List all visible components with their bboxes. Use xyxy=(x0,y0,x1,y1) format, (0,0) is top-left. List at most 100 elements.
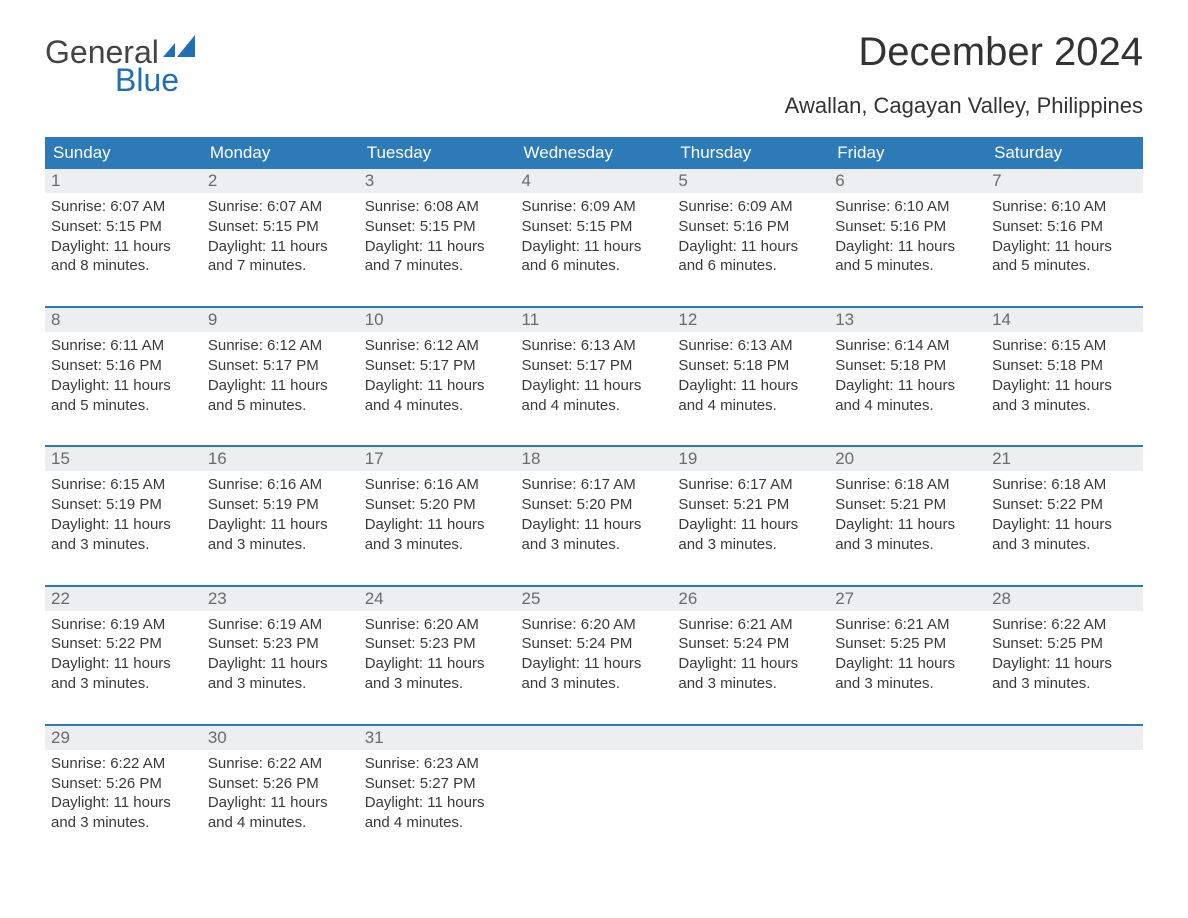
day-number-cell: 4 xyxy=(516,169,673,193)
day-number-cell: 17 xyxy=(359,447,516,471)
day-number-cell: 8 xyxy=(45,308,202,332)
weekday-header-row: Sunday Monday Tuesday Wednesday Thursday… xyxy=(45,137,1143,169)
day-number: 2 xyxy=(208,171,217,190)
col-wednesday: Wednesday xyxy=(516,137,673,169)
day-number: 1 xyxy=(51,171,60,190)
daylight-text-1: Daylight: 11 hours xyxy=(365,654,510,674)
day-number: 29 xyxy=(51,728,70,747)
day-number: 28 xyxy=(992,589,1011,608)
col-friday: Friday xyxy=(829,137,986,169)
sunrise-text: Sunrise: 6:13 AM xyxy=(522,336,667,356)
day-content-row: Sunrise: 6:19 AM Sunset: 5:22 PM Daylight:… xyxy=(45,611,1143,724)
daylight-text-2: and 3 minutes. xyxy=(208,674,353,694)
day-cell: Sunrise: 6:18 AMSunset: 5:22 PMDaylight:… xyxy=(986,471,1143,584)
day-number: 6 xyxy=(835,171,844,190)
daylight-text-2: and 3 minutes. xyxy=(835,674,980,694)
day-number-cell: 1 xyxy=(45,169,202,193)
day-cell: Sunrise: 6:22 AMSunset: 5:26 PMDaylight:… xyxy=(202,750,359,863)
day-cell: Sunrise: 6:15 AMSunset: 5:18 PMDaylight:… xyxy=(986,332,1143,445)
day-number: 22 xyxy=(51,589,70,608)
sunrise-text: Sunrise: 6:18 AM xyxy=(835,475,980,495)
day-number-cell: 11 xyxy=(516,308,673,332)
day-number: 17 xyxy=(365,449,384,468)
sunrise-text: Sunrise: 6:10 AM xyxy=(992,197,1137,217)
day-number: 31 xyxy=(365,728,384,747)
daylight-text-2: and 3 minutes. xyxy=(678,674,823,694)
daylight-text-1: Daylight: 11 hours xyxy=(522,515,667,535)
sunset-text: Sunset: 5:22 PM xyxy=(51,634,196,654)
day-cell: Sunrise: 6:19 AMSunset: 5:23 PMDaylight:… xyxy=(202,611,359,724)
day-number-row: 293031 xyxy=(45,726,1143,750)
day-number-row: 22232425262728 xyxy=(45,587,1143,611)
day-number: 26 xyxy=(678,589,697,608)
sunrise-text: Sunrise: 6:09 AM xyxy=(678,197,823,217)
col-sunday: Sunday xyxy=(45,137,202,169)
daylight-text-1: Daylight: 11 hours xyxy=(208,793,353,813)
day-cell: Sunrise: 6:16 AMSunset: 5:20 PMDaylight:… xyxy=(359,471,516,584)
sunrise-text: Sunrise: 6:12 AM xyxy=(365,336,510,356)
sunrise-text: Sunrise: 6:16 AM xyxy=(208,475,353,495)
day-number-cell: 31 xyxy=(359,726,516,750)
daylight-text-1: Daylight: 11 hours xyxy=(522,654,667,674)
daylight-text-2: and 6 minutes. xyxy=(678,256,823,276)
day-number: 5 xyxy=(678,171,687,190)
day-cell: Sunrise: 6:13 AMSunset: 5:17 PMDaylight:… xyxy=(516,332,673,445)
logo-word-2: Blue xyxy=(115,64,201,96)
sunset-text: Sunset: 5:18 PM xyxy=(835,356,980,376)
day-number-cell: 25 xyxy=(516,587,673,611)
daylight-text-2: and 3 minutes. xyxy=(522,674,667,694)
sunrise-text: Sunrise: 6:18 AM xyxy=(992,475,1137,495)
daylight-text-1: Daylight: 11 hours xyxy=(522,376,667,396)
sunset-text: Sunset: 5:17 PM xyxy=(522,356,667,376)
sunset-text: Sunset: 5:17 PM xyxy=(365,356,510,376)
sunrise-text: Sunrise: 6:11 AM xyxy=(51,336,196,356)
sunrise-text: Sunrise: 6:22 AM xyxy=(51,754,196,774)
day-cell: Sunrise: 6:17 AMSunset: 5:20 PMDaylight:… xyxy=(516,471,673,584)
daylight-text-1: Daylight: 11 hours xyxy=(522,237,667,257)
daylight-text-2: and 4 minutes. xyxy=(678,396,823,416)
daylight-text-1: Daylight: 11 hours xyxy=(208,376,353,396)
col-saturday: Saturday xyxy=(986,137,1143,169)
sunrise-text: Sunrise: 6:19 AM xyxy=(208,615,353,635)
daylight-text-2: and 3 minutes. xyxy=(678,535,823,555)
daylight-text-2: and 3 minutes. xyxy=(208,535,353,555)
sunset-text: Sunset: 5:26 PM xyxy=(51,774,196,794)
day-cell: Sunrise: 6:15 AMSunset: 5:19 PMDaylight:… xyxy=(45,471,202,584)
day-cell: Sunrise: 6:14 AMSunset: 5:18 PMDaylight:… xyxy=(829,332,986,445)
sunrise-text: Sunrise: 6:23 AM xyxy=(365,754,510,774)
day-number-cell: 16 xyxy=(202,447,359,471)
day-number: 10 xyxy=(365,310,384,329)
day-number: 9 xyxy=(208,310,217,329)
day-cell: Sunrise: 6:07 AMSunset: 5:15 PMDaylight:… xyxy=(202,193,359,306)
sunset-text: Sunset: 5:18 PM xyxy=(678,356,823,376)
sunset-text: Sunset: 5:26 PM xyxy=(208,774,353,794)
daylight-text-1: Daylight: 11 hours xyxy=(51,376,196,396)
sunrise-text: Sunrise: 6:10 AM xyxy=(835,197,980,217)
day-number: 23 xyxy=(208,589,227,608)
daylight-text-2: and 3 minutes. xyxy=(51,674,196,694)
location-subtitle: Awallan, Cagayan Valley, Philippines xyxy=(785,93,1143,119)
day-number: 3 xyxy=(365,171,374,190)
day-cell: Sunrise: 6:20 AMSunset: 5:24 PMDaylight:… xyxy=(516,611,673,724)
daylight-text-2: and 3 minutes. xyxy=(522,535,667,555)
daylight-text-2: and 4 minutes. xyxy=(208,813,353,833)
sunrise-text: Sunrise: 6:20 AM xyxy=(365,615,510,635)
day-content-row: Sunrise: 6:07 AMSunset: 5:15 PMDaylight:… xyxy=(45,193,1143,306)
daylight-text-1: Daylight: 11 hours xyxy=(678,654,823,674)
daylight-text-1: Daylight: 11 hours xyxy=(208,515,353,535)
daylight-text-2: and 4 minutes. xyxy=(522,396,667,416)
day-cell: Sunrise: 6:10 AMSunset: 5:16 PMDaylight:… xyxy=(829,193,986,306)
sunset-text: Sunset: 5:16 PM xyxy=(51,356,196,376)
day-number: 8 xyxy=(51,310,60,329)
day-number: 21 xyxy=(992,449,1011,468)
col-monday: Monday xyxy=(202,137,359,169)
calendar-table: Sunday Monday Tuesday Wednesday Thursday… xyxy=(45,137,1143,863)
daylight-text-2: and 5 minutes. xyxy=(208,396,353,416)
day-number-cell: 10 xyxy=(359,308,516,332)
daylight-text-1: Daylight: 11 hours xyxy=(678,515,823,535)
sunset-text: Sunset: 5:20 PM xyxy=(522,495,667,515)
daylight-text-2: and 7 minutes. xyxy=(365,256,510,276)
day-cell xyxy=(986,750,1143,863)
daylight-text-2: and 5 minutes. xyxy=(835,256,980,276)
sunset-text: Sunset: 5:16 PM xyxy=(835,217,980,237)
